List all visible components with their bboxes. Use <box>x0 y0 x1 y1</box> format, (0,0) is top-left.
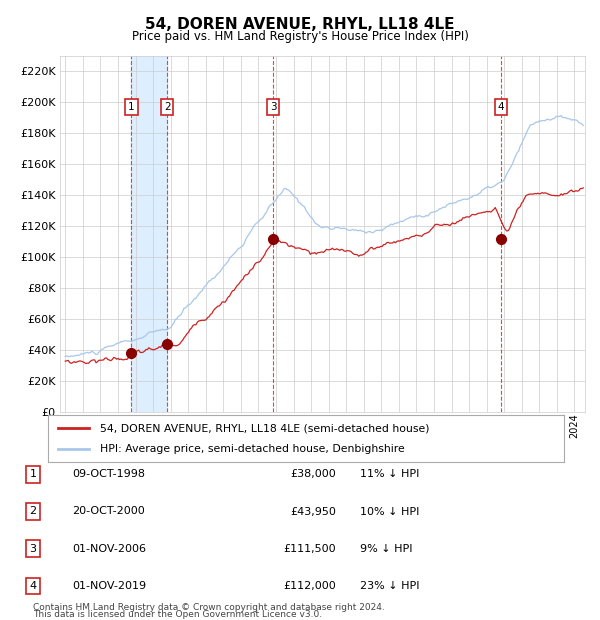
Text: 10% ↓ HPI: 10% ↓ HPI <box>360 507 419 516</box>
Text: 9% ↓ HPI: 9% ↓ HPI <box>360 544 413 554</box>
Text: 01-NOV-2019: 01-NOV-2019 <box>72 581 146 591</box>
Text: 3: 3 <box>269 102 276 112</box>
Text: 3: 3 <box>29 544 37 554</box>
Text: £43,950: £43,950 <box>290 507 336 516</box>
Text: 4: 4 <box>29 581 37 591</box>
Text: 2: 2 <box>164 102 170 112</box>
Text: 1: 1 <box>29 469 37 479</box>
Text: 11% ↓ HPI: 11% ↓ HPI <box>360 469 419 479</box>
Text: £112,000: £112,000 <box>283 581 336 591</box>
Text: 1: 1 <box>128 102 135 112</box>
Text: 2: 2 <box>29 507 37 516</box>
Text: 20-OCT-2000: 20-OCT-2000 <box>72 507 145 516</box>
Text: 09-OCT-1998: 09-OCT-1998 <box>72 469 145 479</box>
Text: HPI: Average price, semi-detached house, Denbighshire: HPI: Average price, semi-detached house,… <box>100 444 404 454</box>
Text: 54, DOREN AVENUE, RHYL, LL18 4LE: 54, DOREN AVENUE, RHYL, LL18 4LE <box>145 17 455 32</box>
Text: Price paid vs. HM Land Registry's House Price Index (HPI): Price paid vs. HM Land Registry's House … <box>131 30 469 43</box>
Text: 23% ↓ HPI: 23% ↓ HPI <box>360 581 419 591</box>
Text: Contains HM Land Registry data © Crown copyright and database right 2024.: Contains HM Land Registry data © Crown c… <box>33 603 385 612</box>
Text: This data is licensed under the Open Government Licence v3.0.: This data is licensed under the Open Gov… <box>33 610 322 619</box>
Text: £38,000: £38,000 <box>290 469 336 479</box>
Text: 01-NOV-2006: 01-NOV-2006 <box>72 544 146 554</box>
Text: 54, DOREN AVENUE, RHYL, LL18 4LE (semi-detached house): 54, DOREN AVENUE, RHYL, LL18 4LE (semi-d… <box>100 423 429 433</box>
Bar <box>131 56 167 412</box>
Text: 4: 4 <box>498 102 505 112</box>
Text: £111,500: £111,500 <box>283 544 336 554</box>
